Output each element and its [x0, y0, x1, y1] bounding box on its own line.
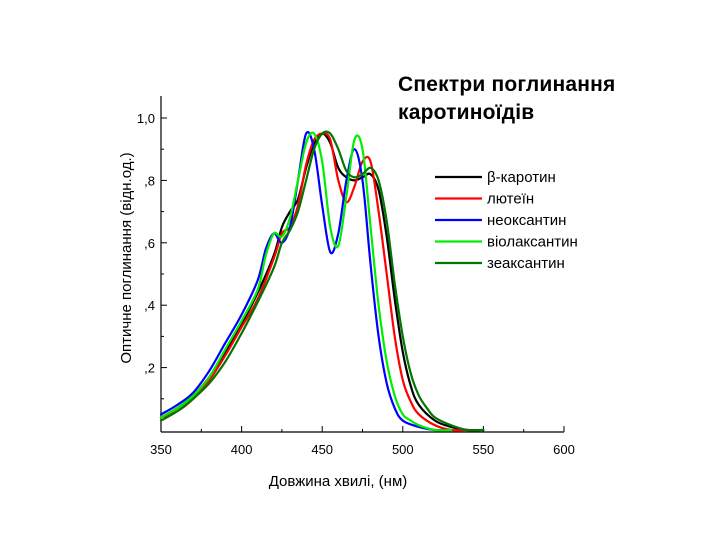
y-axis-ticks: ,2 ,4 ,6 ,8 1,0 [137, 111, 167, 400]
x-tick-label: 500 [392, 442, 414, 457]
series-line-5 [159, 130, 485, 432]
y-tick-label: ,4 [144, 298, 155, 313]
x-tick-label: 550 [473, 442, 495, 457]
series-line-3 [159, 131, 453, 432]
y-axis-label: Оптичне поглинання (відн.од.) [118, 152, 135, 363]
y-tick-label: ,2 [144, 361, 155, 376]
legend-label-5: зеаксантин [487, 255, 565, 272]
y-tick-label: ,8 [144, 173, 155, 188]
chart-title-line-2: каротиноїдів [398, 101, 535, 124]
legend-label-2: лютеїн [487, 191, 534, 208]
legend-label-4: віолаксантин [487, 234, 578, 251]
x-tick-label: 350 [150, 442, 172, 457]
x-tick-label: 450 [311, 442, 333, 457]
chart-title-line-1: Спектри поглинання [398, 73, 616, 96]
y-tick-label: 1,0 [137, 111, 155, 126]
legend-label-3: неоксантин [487, 212, 566, 229]
series-line-4 [159, 131, 453, 432]
series-lines [159, 130, 485, 432]
legend-label-1: β-каротин [487, 169, 556, 186]
y-tick-label: ,6 [144, 236, 155, 251]
x-axis-ticks: 350 400 450 500 550 600 [150, 426, 575, 457]
x-axis-label: Довжина хвилі, (нм) [269, 473, 408, 490]
x-tick-label: 600 [553, 442, 575, 457]
legend: β-каротин лютеїн неоксантин віолаксантин зеа… [435, 169, 578, 272]
x-tick-label: 400 [231, 442, 253, 457]
series-line-2 [159, 132, 469, 432]
